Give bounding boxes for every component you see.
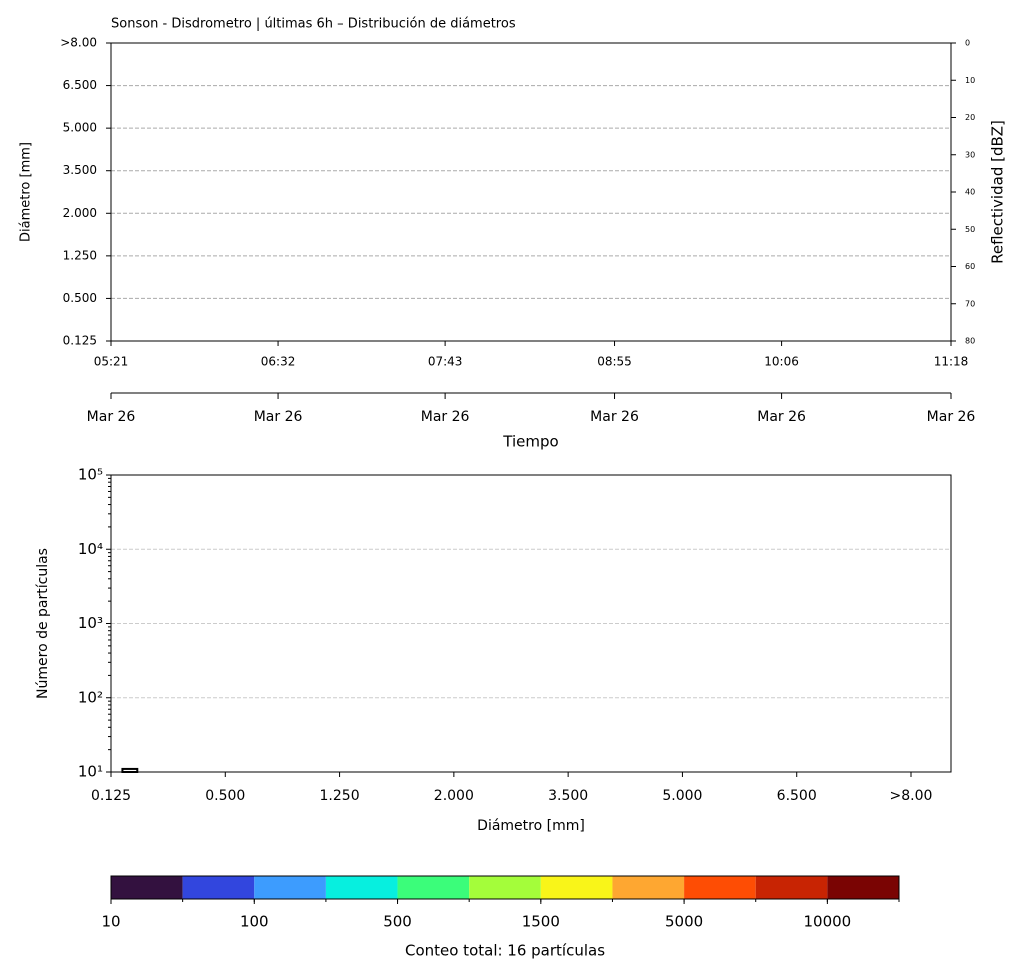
x-axis-label: Conteo total: 16 partículas bbox=[405, 942, 605, 960]
x2-tick-label: Mar 26 bbox=[421, 409, 470, 425]
x-tick-label: 6.500 bbox=[777, 788, 817, 804]
x-tick-label: 06:32 bbox=[261, 355, 296, 369]
x-tick-label: 2.000 bbox=[434, 788, 474, 804]
y-tick-label: 0.500 bbox=[63, 291, 97, 305]
color-segment bbox=[827, 876, 899, 899]
y2-tick-label: 30 bbox=[965, 150, 975, 159]
color-segment bbox=[182, 876, 255, 899]
color-segment bbox=[684, 876, 756, 899]
color-segment bbox=[325, 876, 398, 899]
x-tick-label: 5.000 bbox=[662, 788, 702, 804]
x-tick-label: 07:43 bbox=[428, 355, 463, 369]
x-axis-label: Tiempo bbox=[502, 433, 558, 451]
x-tick-label: 08:55 bbox=[597, 355, 632, 369]
y2-axis-label: Reflectividad [dBZ] bbox=[989, 120, 1007, 264]
x-tick-label: 3.500 bbox=[548, 788, 588, 804]
y2-tick-label: 50 bbox=[965, 225, 975, 234]
x2-tick-label: Mar 26 bbox=[254, 409, 303, 425]
y2-tick-label: 20 bbox=[965, 113, 975, 122]
y-tick-label: 2.000 bbox=[63, 206, 97, 220]
color-segment bbox=[397, 876, 470, 899]
color-segment bbox=[755, 876, 828, 899]
y-tick-label: 10¹ bbox=[78, 763, 103, 781]
x-tick-label: 0.500 bbox=[205, 788, 245, 804]
color-segment bbox=[111, 876, 183, 899]
x-tick-label: 10 bbox=[101, 913, 120, 931]
y-axis-label: Diámetro [mm] bbox=[19, 142, 34, 242]
y-tick-label: 1.250 bbox=[63, 248, 97, 262]
y2-tick-label: 40 bbox=[965, 188, 975, 197]
y2-tick-label: 60 bbox=[965, 262, 975, 271]
color-segment bbox=[469, 876, 541, 899]
x-tick-label: >8.00 bbox=[890, 788, 933, 804]
x-tick-label: 05:21 bbox=[94, 355, 129, 369]
y-tick-label: 3.500 bbox=[63, 163, 97, 177]
y-tick-label: 10⁵ bbox=[78, 466, 103, 484]
axes-frame bbox=[110, 474, 952, 773]
y-tick-label: 0.125 bbox=[63, 334, 97, 348]
x-tick-label: 11:18 bbox=[934, 355, 969, 369]
x2-tick-label: Mar 26 bbox=[927, 409, 976, 425]
x-tick-label: 1.250 bbox=[320, 788, 360, 804]
color-segment bbox=[612, 876, 685, 899]
y-tick-label: >8.00 bbox=[60, 36, 97, 50]
y2-tick-label: 10 bbox=[965, 76, 975, 85]
x-tick-label: 10000 bbox=[804, 913, 852, 931]
y-tick-label: 10⁴ bbox=[78, 540, 103, 558]
y-axis-label: Número de partículas bbox=[35, 548, 51, 699]
x-tick-label: 10:06 bbox=[764, 355, 799, 369]
y2-tick-label: 0 bbox=[965, 39, 970, 48]
x2-tick-label: Mar 26 bbox=[590, 409, 639, 425]
y-tick-label: 10³ bbox=[78, 614, 103, 632]
x-tick-label: 1500 bbox=[522, 913, 560, 931]
chart-title: Sonson - Disdrometro | últimas 6h – Dist… bbox=[111, 17, 516, 32]
axes-frame bbox=[110, 42, 952, 342]
x-tick-label: 0.125 bbox=[91, 788, 131, 804]
x-tick-label: 500 bbox=[383, 913, 412, 931]
y2-tick-label: 80 bbox=[965, 337, 975, 346]
x-tick-label: 5000 bbox=[665, 913, 703, 931]
y-tick-label: 5.000 bbox=[63, 121, 97, 135]
y-tick-label: 6.500 bbox=[63, 78, 97, 92]
x-axis-label: Diámetro [mm] bbox=[477, 818, 585, 834]
y-tick-label: 10² bbox=[78, 688, 103, 706]
x-tick-label: 100 bbox=[240, 913, 269, 931]
y2-tick-label: 70 bbox=[965, 299, 975, 308]
x2-tick-label: Mar 26 bbox=[757, 409, 806, 425]
color-segment bbox=[540, 876, 613, 899]
x2-tick-label: Mar 26 bbox=[87, 409, 136, 425]
axes-frame bbox=[110, 875, 900, 900]
color-segment bbox=[254, 876, 326, 899]
